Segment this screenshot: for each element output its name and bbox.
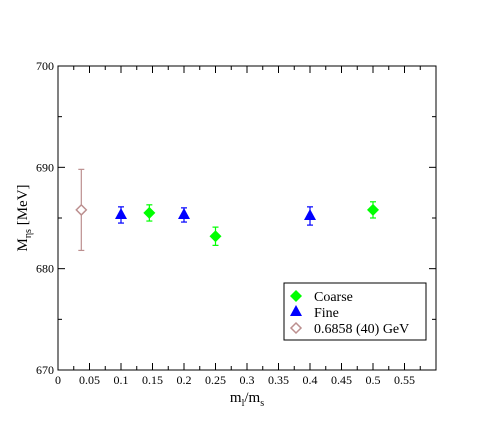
x-tick-label: 0.3 bbox=[240, 373, 255, 387]
y-tick-label: 700 bbox=[36, 59, 54, 73]
data-point-marker bbox=[304, 208, 316, 220]
x-tick-label: 0.15 bbox=[142, 373, 163, 387]
legend-marker bbox=[290, 305, 302, 316]
x-tick-label: 0.4 bbox=[303, 373, 318, 387]
x-tick-label: 0.55 bbox=[394, 373, 415, 387]
y-axis-label: Mηs [MeV] bbox=[15, 184, 34, 251]
y-tick-label: 680 bbox=[36, 262, 54, 276]
legend-label: Fine bbox=[314, 306, 339, 321]
y-axis-label-main: M bbox=[15, 238, 31, 251]
legend-label: 0.6858 (40) GeV bbox=[314, 322, 409, 337]
legend-marker bbox=[290, 290, 302, 302]
x-tick-label: 0 bbox=[55, 373, 61, 387]
data-point-marker bbox=[75, 203, 88, 216]
ticks bbox=[57, 65, 436, 371]
x-tick-label: 0.5 bbox=[366, 373, 381, 387]
x-axis-label-sub1: l bbox=[242, 398, 245, 409]
x-tick-label: 0.1 bbox=[114, 373, 129, 387]
y-axis-label-sub: ηs bbox=[23, 229, 34, 238]
data-point-marker bbox=[178, 207, 190, 219]
y-axis-label-rest: [MeV] bbox=[15, 184, 31, 229]
data-point-marker bbox=[115, 207, 127, 219]
legend-label: Coarse bbox=[314, 290, 353, 305]
x-axis-label-sep: /m bbox=[244, 390, 260, 406]
x-axis-label: ml/ms bbox=[230, 390, 264, 409]
x-axis-label-main: m bbox=[230, 390, 242, 406]
x-axis-label-sub2: s bbox=[260, 398, 264, 409]
x-tick-label: 0.05 bbox=[79, 373, 100, 387]
data-point-marker bbox=[209, 230, 222, 243]
data-points bbox=[75, 168, 379, 252]
y-tick-label: 690 bbox=[36, 160, 54, 174]
legend-marker bbox=[289, 321, 303, 335]
x-tick-label: 0.2 bbox=[177, 373, 192, 387]
data-point-marker bbox=[143, 206, 156, 219]
legend-box bbox=[283, 282, 427, 341]
data-point-marker bbox=[367, 203, 379, 216]
x-tick-label: 0.35 bbox=[268, 373, 289, 387]
y-tick-label: 670 bbox=[36, 363, 54, 377]
tick-labels: 0 0.05 0.1 0.15 0.2 0.25 0.3 0.35 0.4 0.45 0.5 0.55… bbox=[36, 59, 415, 387]
x-tick-label: 0.45 bbox=[331, 373, 352, 387]
x-tick-label: 0.25 bbox=[205, 373, 226, 387]
